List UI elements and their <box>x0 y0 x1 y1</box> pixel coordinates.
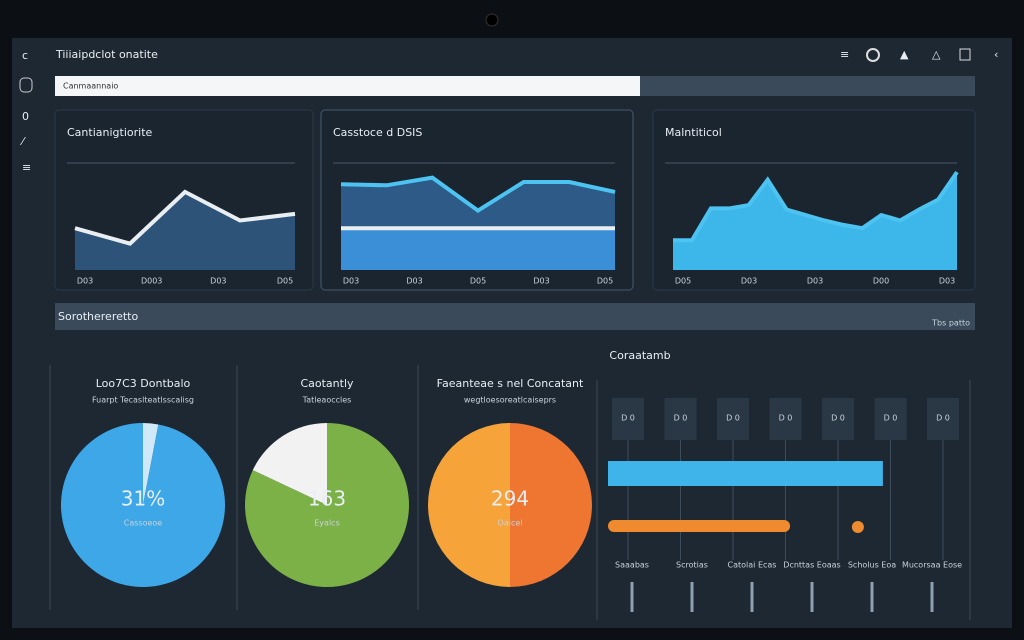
pie-subtitle: Fuarpt Tecaslteatlsscalisg <box>92 396 194 405</box>
x-tick-label: D03 <box>533 277 549 286</box>
line <box>74 189 296 246</box>
column-label: D 0 <box>621 414 635 423</box>
timeline-bar <box>608 461 883 486</box>
banner-text: Sorothereretto <box>58 310 138 323</box>
column-label: D 0 <box>779 414 793 423</box>
column-header <box>927 398 959 440</box>
pie-title: Caotantly <box>300 377 354 390</box>
timeline-marker <box>851 521 864 533</box>
panel-title: Cantianigtiorite <box>67 126 153 139</box>
pie-slice <box>428 423 510 587</box>
pie-value: 31% <box>121 487 165 511</box>
pie-caption: Eyalcs <box>314 519 339 528</box>
pie-slice <box>245 423 410 587</box>
row-label: Catolai Ecas <box>728 561 777 570</box>
row-label: Scrotias <box>676 561 708 570</box>
pie-title: Loo7C3 Dontbalo <box>96 377 191 390</box>
pie-value: 294 <box>491 487 529 511</box>
pie-caption: Cassoeoe <box>124 519 163 528</box>
column-header <box>874 398 907 440</box>
x-tick-label: D03 <box>939 277 955 286</box>
area <box>75 191 295 270</box>
x-tick-label: D03 <box>741 277 757 286</box>
column-header <box>717 398 749 440</box>
x-tick-label: D03 <box>77 277 93 286</box>
pie-value: 163 <box>308 487 346 511</box>
icon[interactable]: ⁄ <box>19 135 26 148</box>
row-label: Scholus Eoa <box>848 561 896 570</box>
icon[interactable]: ≡ <box>22 161 31 174</box>
icon[interactable] <box>866 48 880 62</box>
search-ext <box>640 76 975 96</box>
column-header <box>664 398 697 440</box>
row-label: Saaabas <box>615 561 649 570</box>
x-tick-label: D03 <box>406 277 422 286</box>
column-label: D 0 <box>936 414 950 423</box>
icon[interactable]: 0 <box>22 110 29 123</box>
x-tick-label: D05 <box>675 277 691 286</box>
x-tick-label: D03 <box>807 277 823 286</box>
column-label: D 0 <box>831 414 845 423</box>
column-header <box>769 398 802 440</box>
pie-subtitle: wegtloesoreatlcaiseprs <box>464 396 556 405</box>
icon[interactable] <box>959 48 971 61</box>
icon[interactable]: ▲ <box>900 48 909 61</box>
area <box>341 228 615 270</box>
x-tick-label: D05 <box>597 277 613 286</box>
title: Tiiiaipdclot onatite <box>55 48 158 61</box>
area <box>673 172 957 270</box>
search-text: Canmaannaio <box>63 82 118 91</box>
pie-slice <box>143 423 159 505</box>
pie-slice <box>252 423 327 505</box>
pie-slice <box>510 423 592 587</box>
column-header <box>612 398 644 440</box>
x-tick-label: D05 <box>277 277 293 286</box>
search-box[interactable] <box>55 76 640 96</box>
x-tick-label: D003 <box>141 277 162 286</box>
line <box>673 170 959 243</box>
x-tick-label: D03 <box>210 277 226 286</box>
icon[interactable]: ≡ <box>840 48 849 61</box>
panel-title: Malntiticol <box>665 126 722 139</box>
pie-title: Faeanteae s nel Concatant <box>437 377 584 390</box>
banner-text: Tbs patto <box>931 319 970 328</box>
column-label: D 0 <box>884 414 898 423</box>
banner <box>55 303 975 330</box>
column-label: D 0 <box>674 414 688 423</box>
column-label: D 0 <box>726 414 740 423</box>
x-tick-label: D05 <box>470 277 486 286</box>
x-tick-label: D03 <box>343 277 359 286</box>
line <box>340 175 616 214</box>
timeline-bar <box>608 520 791 532</box>
icon[interactable]: ‹ <box>994 48 998 61</box>
panel-title: Casstoce d DSIS <box>333 126 422 139</box>
pie-subtitle: Tatleaoccles <box>302 396 352 405</box>
pie-slice <box>61 423 226 587</box>
x-tick-label: D00 <box>873 277 889 286</box>
icon[interactable]: △ <box>932 48 941 61</box>
column-header <box>822 398 854 440</box>
pie-caption: Oaicel <box>498 519 523 528</box>
row-label: Mucorsaa Eose <box>902 561 962 570</box>
row-label: Dcnttas Eoaas <box>783 561 840 570</box>
section-title: Coraatamb <box>609 349 670 362</box>
icon[interactable] <box>19 77 33 93</box>
camera <box>485 13 499 27</box>
icon[interactable]: c <box>22 49 28 62</box>
